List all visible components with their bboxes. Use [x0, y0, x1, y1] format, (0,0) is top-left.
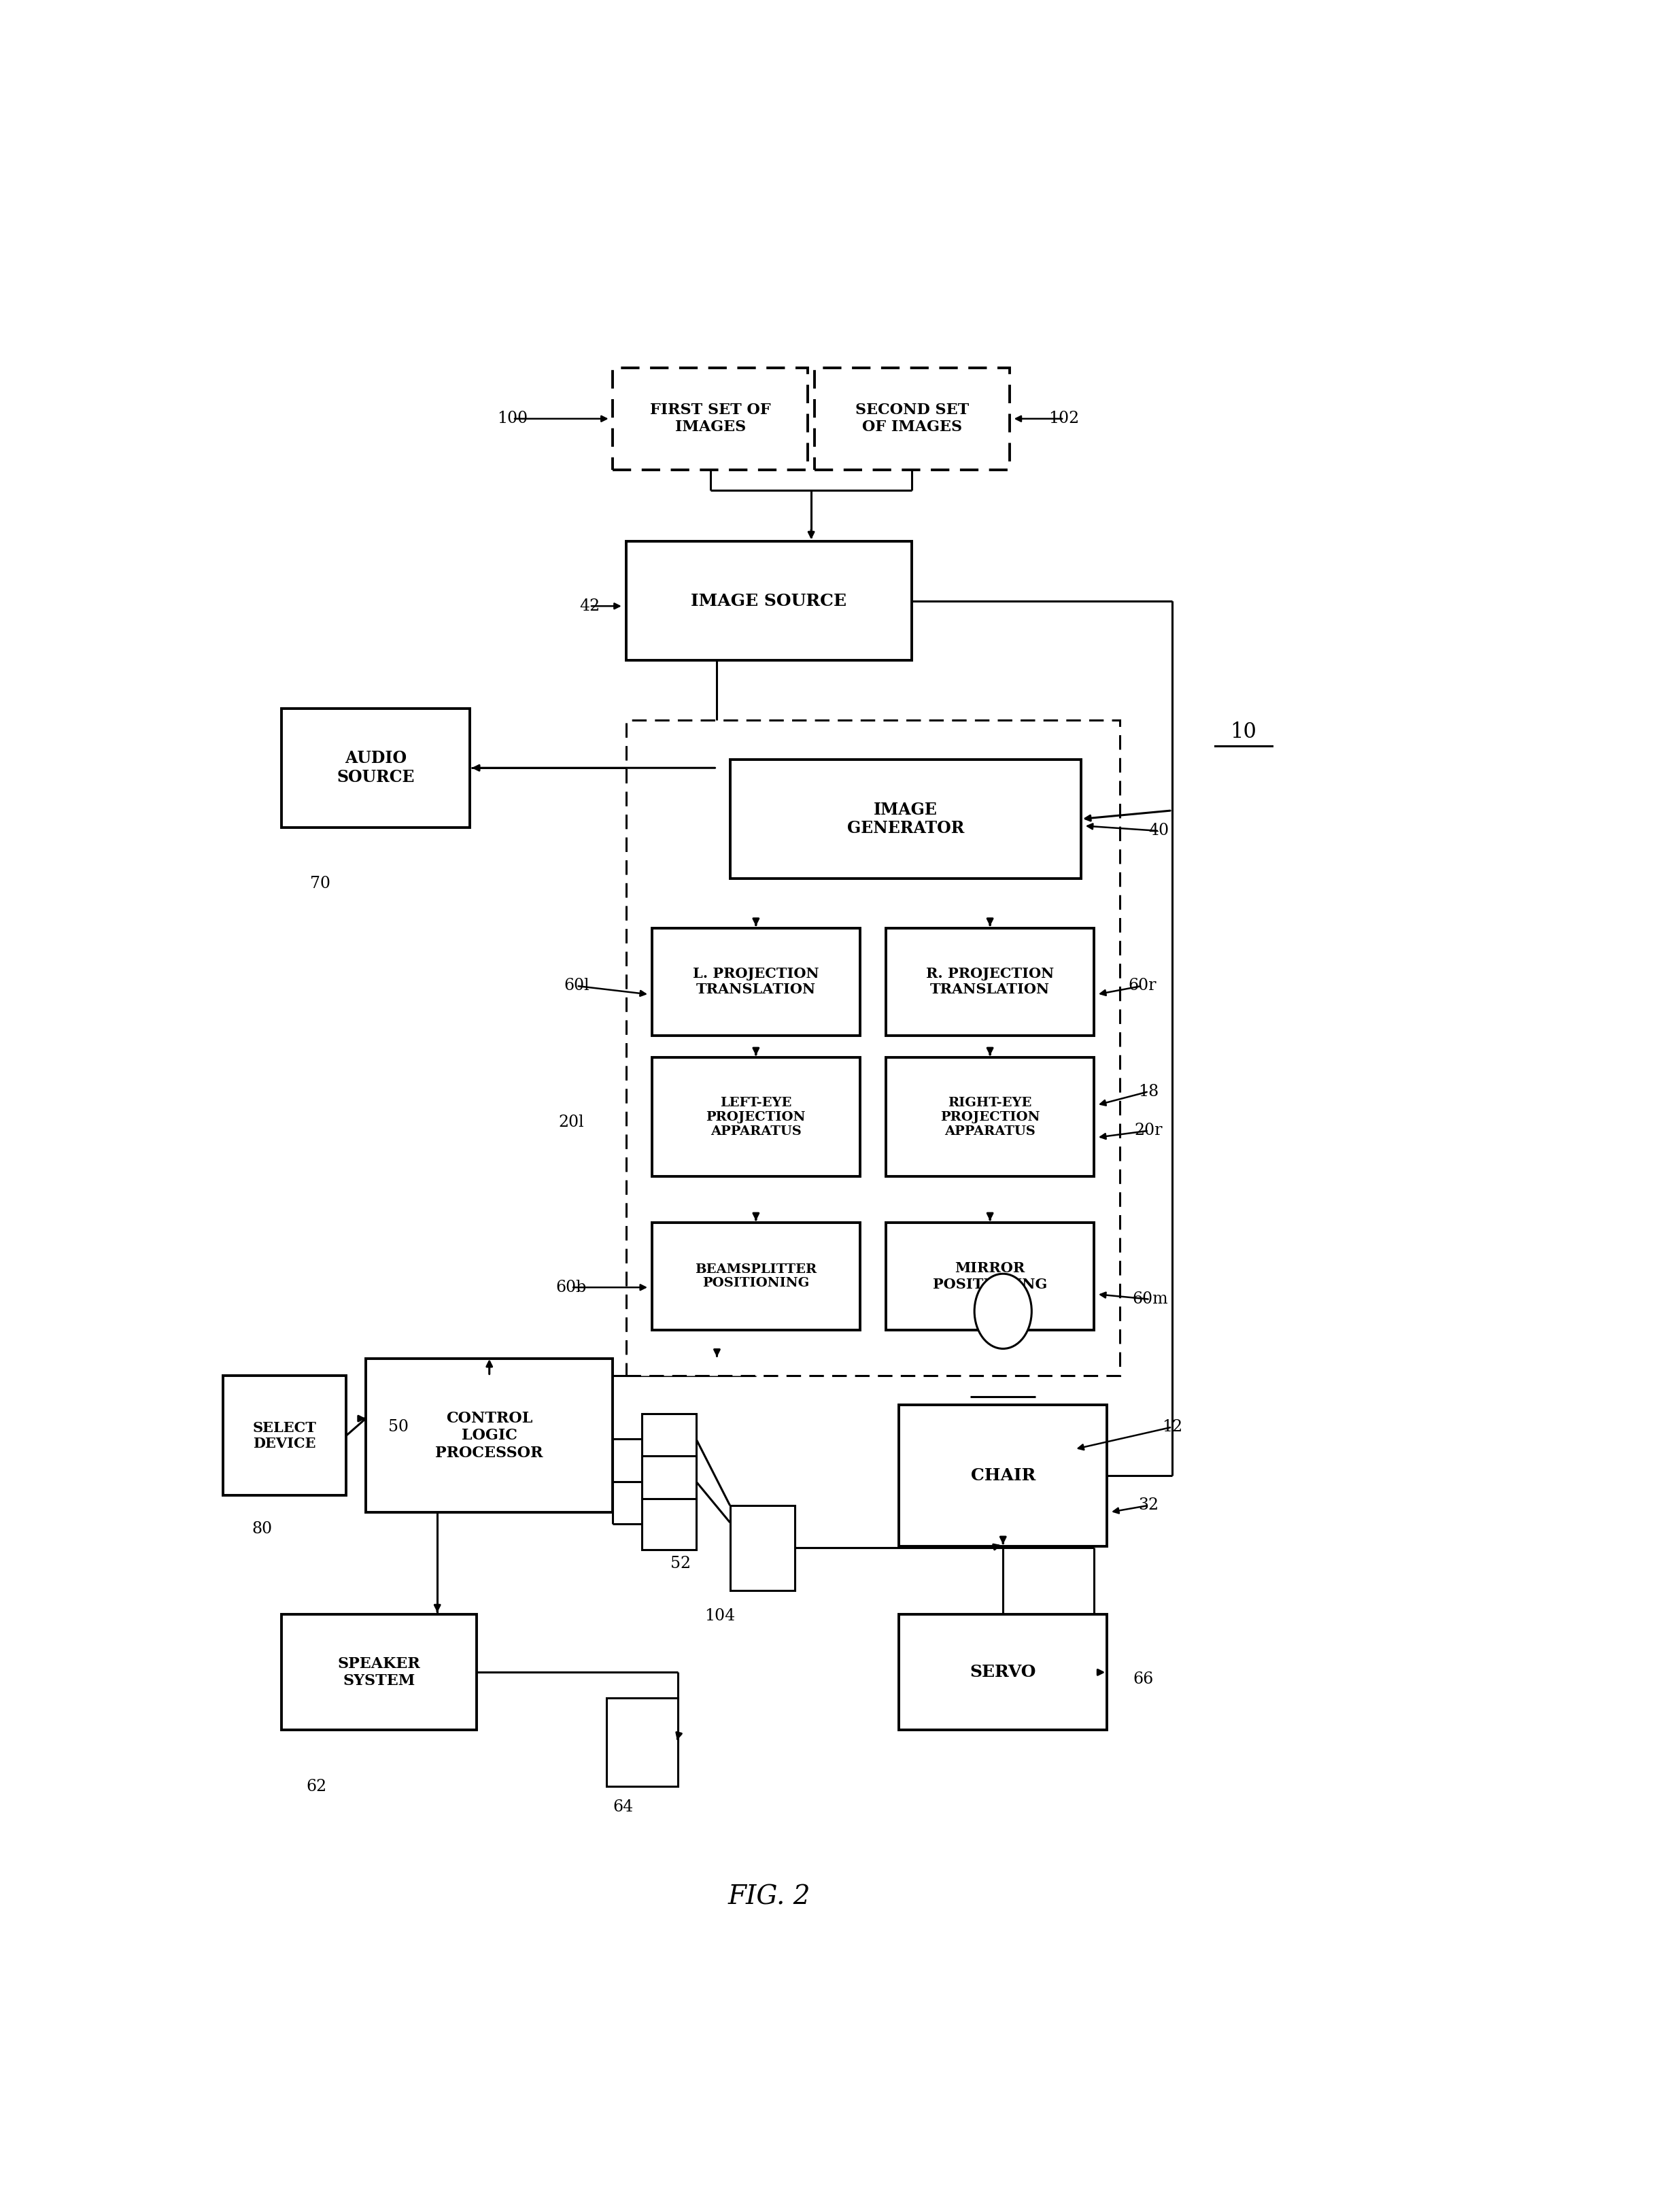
Text: FIRST SET OF
IMAGES: FIRST SET OF IMAGES	[649, 403, 770, 436]
Text: SELECT
DEVICE: SELECT DEVICE	[253, 1420, 317, 1451]
Text: SERVO: SERVO	[970, 1663, 1037, 1681]
Text: 102: 102	[1049, 411, 1079, 427]
Bar	[282, 1615, 477, 1730]
Text: CONTROL
LOGIC
PROCESSOR: CONTROL LOGIC PROCESSOR	[436, 1411, 544, 1460]
Text: 64: 64	[612, 1798, 634, 1814]
Text: R. PROJECTION
TRANSLATION: R. PROJECTION TRANSLATION	[926, 967, 1054, 995]
Bar	[626, 542, 913, 661]
Text: 12: 12	[1161, 1420, 1183, 1436]
Text: SPEAKER
SYSTEM: SPEAKER SYSTEM	[337, 1657, 420, 1688]
Bar	[223, 1376, 346, 1495]
Text: 104: 104	[705, 1608, 735, 1624]
Text: AUDIO
SOURCE: AUDIO SOURCE	[337, 750, 414, 785]
Text: 40: 40	[1149, 823, 1170, 838]
Bar	[886, 929, 1094, 1035]
Text: 20r: 20r	[1134, 1124, 1163, 1139]
Text: 60l: 60l	[564, 978, 589, 993]
Text: 32: 32	[1138, 1498, 1159, 1513]
Text: FIG. 2: FIG. 2	[728, 1885, 810, 1909]
Text: 18: 18	[1138, 1084, 1159, 1099]
Bar	[651, 1057, 861, 1177]
Bar	[641, 1498, 696, 1551]
Bar	[899, 1615, 1107, 1730]
Text: BEAMSPLITTER
POSITIONING: BEAMSPLITTER POSITIONING	[695, 1263, 817, 1290]
Bar	[641, 1413, 696, 1464]
Text: RIGHT-EYE
PROJECTION
APPARATUS: RIGHT-EYE PROJECTION APPARATUS	[940, 1097, 1040, 1137]
Text: 70: 70	[310, 876, 331, 891]
Bar	[886, 1057, 1094, 1177]
Text: LEFT-EYE
PROJECTION
APPARATUS: LEFT-EYE PROJECTION APPARATUS	[706, 1097, 805, 1137]
Bar	[651, 929, 861, 1035]
Text: MIRROR
POSITIONING: MIRROR POSITIONING	[933, 1261, 1047, 1292]
Bar	[606, 1699, 678, 1787]
Bar	[730, 1506, 795, 1590]
Bar	[886, 1223, 1094, 1329]
Text: CHAIR: CHAIR	[970, 1467, 1035, 1484]
Text: 50: 50	[388, 1420, 408, 1436]
Bar	[626, 721, 1121, 1376]
Text: 66: 66	[1133, 1672, 1154, 1688]
Bar	[814, 367, 1010, 469]
Text: 42: 42	[579, 597, 599, 615]
Circle shape	[975, 1274, 1032, 1349]
Bar	[899, 1405, 1107, 1546]
Bar	[612, 367, 809, 469]
Bar	[641, 1455, 696, 1506]
Text: 60m: 60m	[1133, 1292, 1168, 1307]
Bar	[651, 1223, 861, 1329]
Bar	[366, 1358, 612, 1513]
Text: IMAGE SOURCE: IMAGE SOURCE	[691, 593, 847, 608]
Text: 52: 52	[670, 1555, 691, 1571]
Text: 60b: 60b	[555, 1279, 587, 1296]
Text: 62: 62	[305, 1778, 327, 1794]
Text: 100: 100	[497, 411, 529, 427]
Bar	[730, 759, 1081, 878]
Bar	[282, 708, 470, 827]
Text: 10: 10	[1230, 721, 1257, 743]
Text: 80: 80	[252, 1522, 272, 1537]
Text: IMAGE
GENERATOR: IMAGE GENERATOR	[847, 801, 965, 836]
Text: SECOND SET
OF IMAGES: SECOND SET OF IMAGES	[856, 403, 968, 436]
Text: L. PROJECTION
TRANSLATION: L. PROJECTION TRANSLATION	[693, 967, 819, 995]
Text: 20l: 20l	[559, 1115, 584, 1130]
Text: 60r: 60r	[1128, 978, 1156, 993]
